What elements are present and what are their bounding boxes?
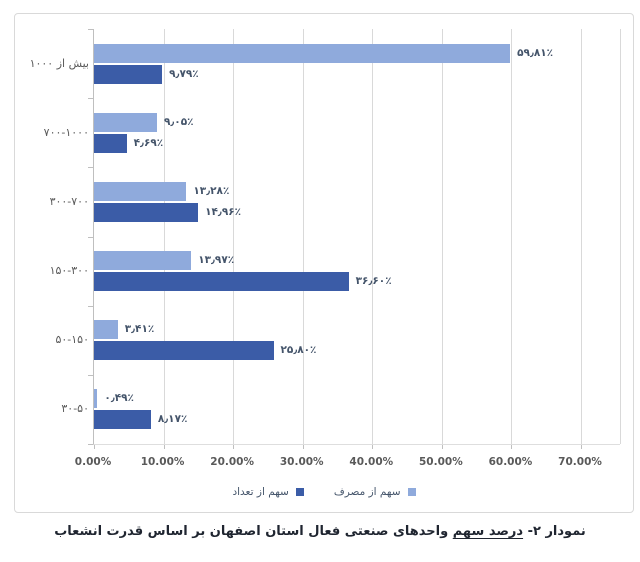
bar-count	[94, 202, 199, 222]
y-axis-tick	[88, 305, 93, 307]
legend-item-consumption: سهم از مصرف	[334, 486, 416, 498]
bar-value-label: ۳۶٫۶۰٪	[355, 275, 392, 287]
caption-underlined: درصد سهم	[452, 524, 524, 539]
legend-label-count: سهم از تعداد	[232, 486, 289, 498]
bar-value-label: ۳٫۴۱٪	[124, 323, 155, 336]
gridline	[233, 29, 235, 444]
category-label: ۳۰۰-۷۰۰	[49, 194, 89, 208]
legend-item-count: سهم از تعداد	[232, 486, 304, 498]
bar-value-label: ۹٫۰۵٪	[163, 115, 194, 128]
bar-consumption	[94, 320, 118, 340]
bar-count	[94, 410, 151, 430]
category-label: ۱۵۰-۳۰۰	[49, 264, 89, 278]
gridline	[441, 29, 443, 444]
x-axis-tick-label: 10.00%	[140, 456, 185, 468]
caption-rest: واحدهای صنعتی فعال استان اصفهان بر اساس …	[54, 524, 453, 539]
gridline	[581, 29, 583, 444]
category-label: ۵۰-۱۵۰	[55, 333, 89, 347]
category-label: ۷۰۰-۱۰۰۰	[43, 125, 89, 139]
y-axis-tick	[88, 98, 93, 100]
x-axis-tick-label: 0.00%	[74, 456, 112, 468]
bar-value-label: ۱۳٫۹۷٪	[198, 254, 235, 266]
y-axis-tick	[88, 374, 93, 376]
bar-count	[94, 64, 163, 84]
bar-consumption	[94, 181, 187, 201]
bar-consumption	[94, 251, 192, 270]
x-axis-tick-label: 40.00%	[349, 456, 394, 468]
y-axis-tick	[88, 167, 93, 169]
x-axis-tick	[511, 445, 513, 449]
x-axis-tick-label: 20.00%	[210, 456, 254, 468]
bar-consumption	[94, 112, 157, 132]
y-axis-tick	[88, 236, 93, 238]
legend-label-consumption: سهم از مصرف	[333, 486, 401, 498]
y-axis-tick	[88, 444, 93, 445]
legend-swatch-consumption	[407, 488, 416, 496]
category-label: ۳۰-۵۰	[61, 402, 89, 416]
bar-value-label: ۰٫۴۹٪	[104, 392, 134, 405]
bar-count	[94, 133, 127, 153]
x-axis-tick-label: 70.00%	[558, 456, 602, 468]
x-axis-tick	[581, 445, 583, 449]
category-label: بیش از ۱۰۰۰	[29, 56, 89, 70]
x-axis-tick	[94, 445, 95, 449]
x-axis-tick	[441, 445, 443, 449]
bar-value-label: ۴٫۶۹٪	[133, 136, 164, 149]
chart-caption: نمودار ۲- درصد سهم واحدهای صنعتی فعال اس…	[0, 524, 640, 539]
bar-count	[94, 341, 274, 361]
legend-swatch-count	[295, 488, 304, 496]
gridline	[372, 29, 374, 444]
chart-card: ۵۹٫۸۱٪ ۹٫۷۹٪ ۹٫۰۵٪ ۴٫۶۹٪ ۱۳٫۲۸٪ ۱۴٫۹۶٪ ۱۳٫۹۷٪ ۳…	[14, 13, 634, 513]
bar-value-label: ۲۵٫۸۰٪	[280, 344, 317, 357]
plot-area: ۵۹٫۸۱٪ ۹٫۷۹٪ ۹٫۰۵٪ ۴٫۶۹٪ ۱۳٫۲۸٪ ۱۴٫۹۶٪ ۱۳٫۹۷٪ ۳…	[88, 29, 621, 449]
x-axis-tick-label: 50.00%	[419, 456, 463, 468]
bar-value-label: ۸٫۱۷٪	[157, 413, 188, 426]
gridline	[511, 29, 513, 444]
y-axis-tick	[88, 29, 93, 30]
bar-value-label: ۱۳٫۲۸٪	[193, 184, 230, 197]
plot-right-border	[620, 29, 621, 444]
x-axis-labels: 0.00% 10.00% 20.00% 30.00% 40.00% 50.00% 60.00…	[15, 14, 633, 512]
bar-value-label: ۵۹٫۸۱٪	[517, 46, 554, 59]
bar-consumption	[94, 389, 98, 409]
bar-value-label: ۱۴٫۹۶٪	[205, 205, 242, 218]
bar-consumption	[94, 43, 511, 63]
chart-legend: سهم از مصرف سهم از تعداد	[15, 486, 633, 498]
x-axis-tick	[163, 445, 165, 449]
x-axis-tick-label: 30.00%	[279, 456, 324, 468]
bar-count	[94, 272, 349, 291]
gridline	[302, 29, 304, 444]
caption-prefix: نمودار ۲-	[523, 524, 586, 539]
gridline	[163, 29, 165, 444]
x-axis-tick-label: 60.00%	[488, 456, 533, 468]
bar-value-label: ۹٫۷۹٪	[169, 67, 199, 80]
x-axis-tick	[372, 445, 374, 449]
x-axis-tick	[233, 445, 235, 449]
x-axis-tick	[302, 445, 304, 449]
